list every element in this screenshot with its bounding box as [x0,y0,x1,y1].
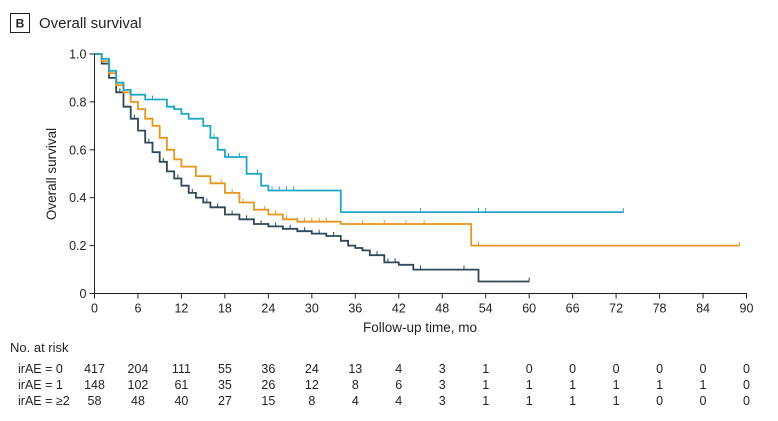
x-tick-label: 30 [305,302,319,316]
risk-count: 24 [305,362,319,376]
risk-count: 0 [700,394,707,408]
series-irae1 [94,53,740,247]
risk-count: 417 [84,362,105,376]
x-tick-label: 90 [740,302,754,316]
axes [94,53,747,294]
x-tick-label: 18 [218,302,232,316]
risk-count: 6 [395,378,402,392]
x-axis-ticks: 0 6 12 18 24 30 36 42 48 54 60 66 72 78 84 90 [91,293,754,316]
risk-count: 1 [700,378,707,392]
y-axis-ticks: 0 0.2 0.4 0.6 0.8 1.0 [69,48,95,301]
x-tick-label: 42 [392,302,406,316]
x-tick-label: 48 [435,302,449,316]
x-axis-title: Follow-up time, mo [363,320,477,335]
risk-count: 55 [218,362,232,376]
risk-row: irAE = 0 417 204 111 55 36 24 13 4 3 1 0 0 0 0 0 0 [18,362,750,376]
x-tick-label: 12 [174,302,188,316]
risk-count: 1 [526,394,533,408]
risk-table-title: No. at risk [10,340,69,355]
x-tick-label: 72 [609,302,623,316]
risk-count: 61 [174,378,188,392]
series-irae2 [94,53,624,213]
x-tick-label: 36 [348,302,362,316]
risk-count: 3 [439,378,446,392]
risk-count: 36 [261,362,275,376]
risk-count: 12 [305,378,319,392]
risk-count: 48 [131,394,145,408]
number-at-risk-table: No. at risk irAE = 0 417 204 111 55 36 24 13 4 3 1… [10,340,750,408]
x-tick-label: 66 [566,302,580,316]
risk-row-label: irAE = ≥2 [18,394,70,408]
survival-curves [94,53,740,283]
risk-count: 8 [352,378,359,392]
risk-count: 3 [439,362,446,376]
risk-count: 1 [526,378,533,392]
risk-count: 1 [613,378,620,392]
risk-count: 204 [128,362,149,376]
risk-count: 0 [743,362,750,376]
risk-count: 1 [569,378,576,392]
panel-label: B [16,17,25,31]
risk-count: 35 [218,378,232,392]
risk-count: 4 [395,394,402,408]
survival-line-irae2 [94,53,624,213]
risk-count: 3 [439,394,446,408]
x-tick-label: 60 [522,302,536,316]
risk-count: 0 [656,362,663,376]
risk-count: 0 [743,378,750,392]
x-tick-label: 24 [261,302,275,316]
risk-count: 13 [348,362,362,376]
y-tick-label: 0.4 [69,191,86,205]
y-tick-label: 0.2 [69,239,86,253]
risk-count: 4 [395,362,402,376]
x-tick-label: 84 [696,302,710,316]
risk-count: 148 [84,378,105,392]
risk-count: 1 [482,362,489,376]
risk-count: 58 [88,394,102,408]
risk-count: 40 [174,394,188,408]
risk-row-label: irAE = 0 [18,362,63,376]
x-tick-label: 78 [653,302,667,316]
risk-count: 0 [656,394,663,408]
risk-row: irAE = 1 148 102 61 35 26 12 8 6 3 1 1 1 1 1 1 0 [18,378,750,392]
y-axis-title: Overall survival [44,128,59,220]
x-tick-label: 0 [91,302,98,316]
y-tick-label: 0 [80,287,87,301]
risk-count: 8 [308,394,315,408]
survival-line-irae1 [94,53,740,247]
y-tick-label: 1.0 [69,48,86,62]
risk-count: 0 [700,362,707,376]
survival-line-irae0 [94,53,530,283]
risk-count: 111 [172,362,191,376]
risk-count: 1 [613,394,620,408]
risk-row-label: irAE = 1 [18,378,63,392]
risk-count: 0 [613,362,620,376]
risk-count: 27 [218,394,232,408]
risk-row: irAE = ≥2 58 48 40 27 15 8 4 4 3 1 1 1 1 0 0 0 [18,394,750,408]
y-tick-label: 0.8 [69,95,86,109]
risk-count: 1 [656,378,663,392]
chart-title: Overall survival [39,15,142,32]
risk-count: 1 [482,378,489,392]
risk-count: 102 [128,378,149,392]
risk-count: 1 [569,394,576,408]
risk-count: 0 [569,362,576,376]
panel-letter-box [10,13,30,33]
x-tick-label: 6 [134,302,141,316]
chart-header: B Overall survival [10,13,142,33]
risk-count: 0 [526,362,533,376]
risk-count: 0 [743,394,750,408]
risk-count: 1 [482,394,489,408]
x-tick-label: 54 [479,302,493,316]
risk-count: 4 [352,394,359,408]
risk-count: 15 [261,394,275,408]
series-irae0 [94,53,530,283]
y-tick-label: 0.6 [69,143,86,157]
risk-count: 26 [261,378,275,392]
